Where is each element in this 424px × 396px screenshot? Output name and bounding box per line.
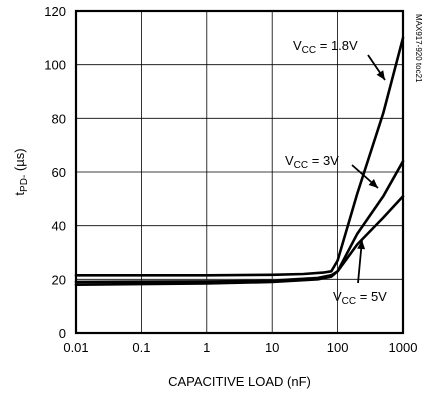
- x-tick-label: 1: [203, 340, 210, 355]
- y-axis-label-unit: (µs): [12, 148, 27, 174]
- x-tick-label: 100: [327, 340, 349, 355]
- label-vcc-5v: VCC = 5V: [333, 289, 387, 307]
- tick-labels: 0.01 0.1 1 10 100 1000 0 20 40 60 80 100 120: [44, 4, 417, 355]
- y-tick-label: 80: [52, 111, 66, 126]
- series-line-vcc-3v: [74, 160, 405, 284]
- series-lines: [74, 36, 405, 287]
- y-axis-label-sub: PD-: [19, 175, 30, 192]
- x-tick-label: 0.1: [132, 340, 150, 355]
- arrow-head: [357, 240, 366, 250]
- x-tick-label: 10: [265, 340, 279, 355]
- y-tick-label: 100: [44, 58, 66, 73]
- label-vcc-3v: VCC = 3V: [285, 153, 339, 171]
- label-value: = 1.8V: [316, 38, 358, 53]
- series-line-vcc-5v: [74, 194, 405, 287]
- label-main: V: [293, 38, 302, 53]
- label-main: V: [285, 153, 294, 168]
- arrow-head: [368, 179, 378, 188]
- label-sub: CC: [294, 160, 308, 171]
- y-tick-label: 60: [52, 165, 66, 180]
- x-tick-label: 0.01: [63, 340, 88, 355]
- label-value: = 3V: [308, 153, 339, 168]
- arrow-head: [376, 70, 385, 80]
- x-axis-label: CAPACITIVE LOAD (nF): [168, 374, 311, 389]
- plot-frame: [74, 9, 405, 335]
- label-value: = 5V: [356, 289, 387, 304]
- y-tick-label: 0: [59, 326, 66, 341]
- label-main: V: [333, 289, 342, 304]
- label-sub: CC: [342, 296, 356, 307]
- y-tick-label: 40: [52, 219, 66, 234]
- y-tick-label: 20: [52, 272, 66, 287]
- side-note: MAX917-920 toc21: [414, 14, 423, 83]
- y-axis-label: tPD- (µs): [12, 148, 30, 195]
- label-sub: CC: [302, 45, 316, 56]
- label-vcc-1v8: VCC = 1.8V: [293, 38, 358, 56]
- y-tick-label: 120: [44, 4, 66, 19]
- x-tick-label: 1000: [389, 340, 418, 355]
- series-line-vcc-1v8: [74, 36, 405, 277]
- grid: [76, 11, 403, 333]
- y-axis-label-main: t: [12, 192, 27, 196]
